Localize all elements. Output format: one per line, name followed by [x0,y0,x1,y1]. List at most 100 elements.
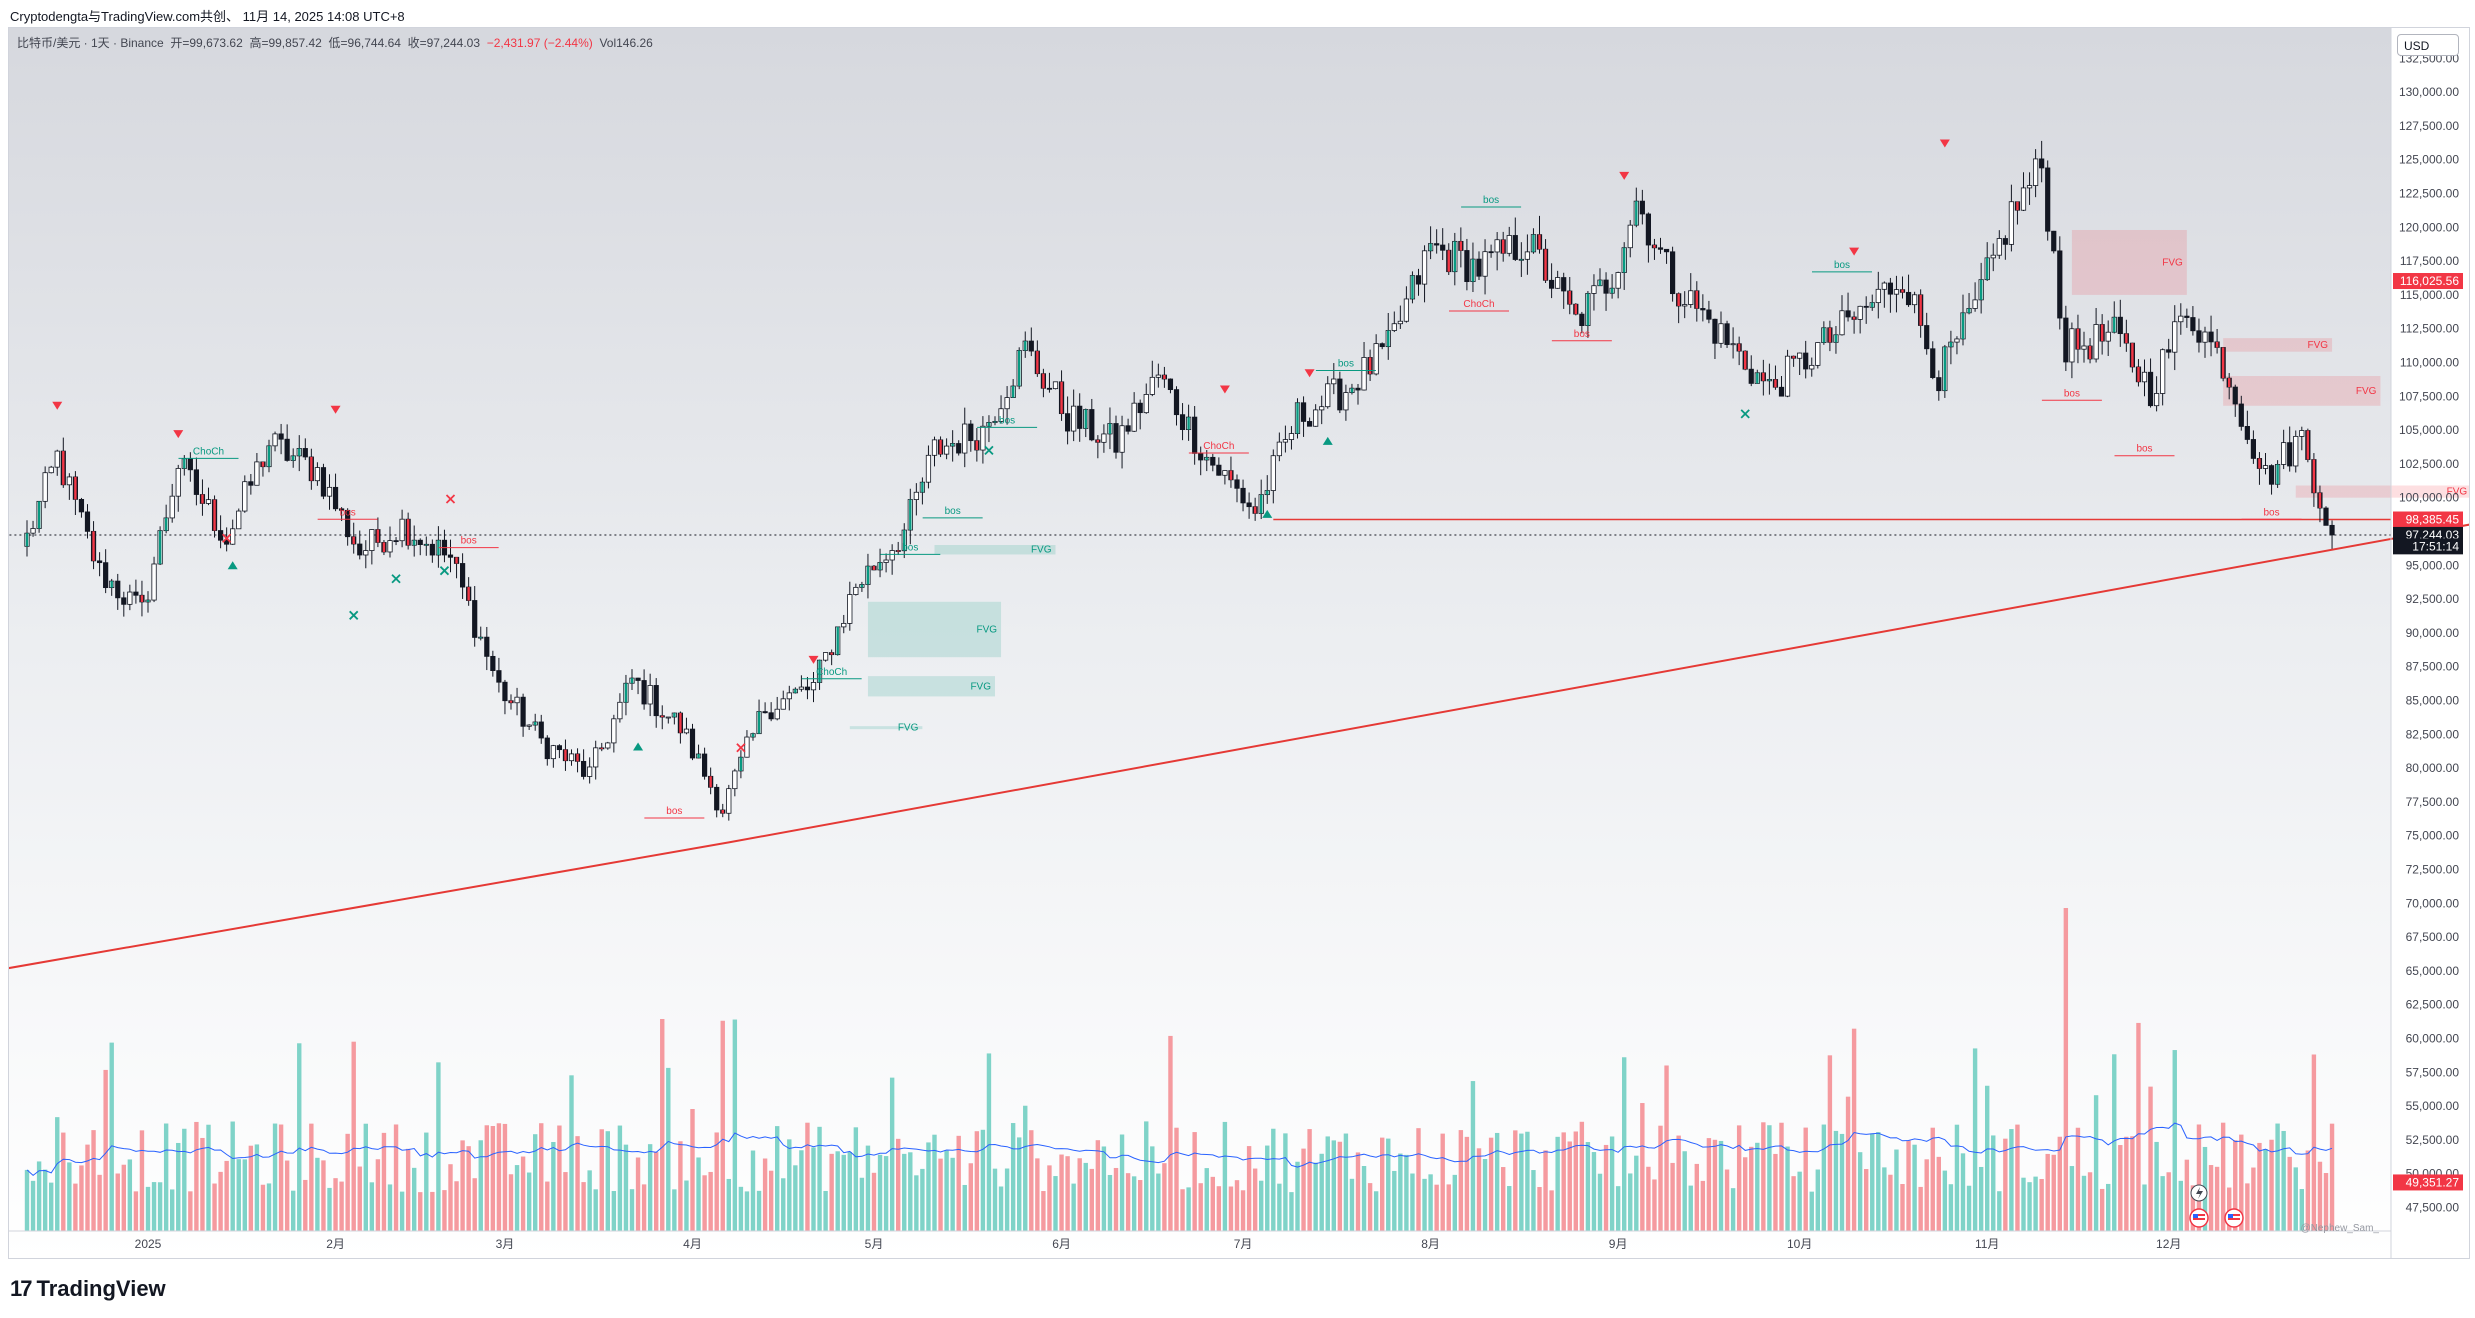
volume-bar [617,1125,623,1231]
volume-bar [1761,1122,1766,1231]
candle-body [1657,247,1664,250]
candle-signal-fill [903,530,906,551]
volume-bar [424,1132,429,1231]
volume-bar [750,1150,756,1231]
time-tick-label: 7月 [1234,1237,1253,1251]
candle [587,757,593,784]
ascending-trendline[interactable] [9,504,2470,977]
volume-bar [859,1177,865,1231]
candle [1494,232,1500,271]
volume-bar [1259,1180,1264,1231]
volume-bar [1791,1176,1796,1231]
candle [1325,376,1331,409]
candle-body [2281,442,2287,465]
candle [1579,311,1585,334]
candle-body [1591,285,1597,294]
candle [2129,342,2135,373]
candle-body [205,499,212,504]
candle-body [1718,323,1724,344]
candle [1071,389,1077,442]
fvg-zone: FVG [867,601,1002,658]
volume-bar [2045,1153,2050,1231]
candle-signal-fill [1266,490,1269,495]
tradingview-logo-icon: 17 [10,1276,33,1301]
candle-body [1101,433,1107,443]
volume-bar [1882,1167,1887,1231]
structure-mark: bos [1315,359,1376,372]
candle-body [1355,387,1361,391]
candle-body [1004,397,1010,410]
candle [1313,404,1319,427]
volume-bar [1035,1158,1040,1231]
candle [689,723,696,761]
volume-bar [1845,1096,1851,1231]
candle-signal-fill [1961,312,1965,339]
candle [1343,384,1349,421]
candle [671,712,677,725]
volume-bar [1585,1142,1591,1231]
time-axis[interactable]: 2025 2月 3月 4月 5月 6月 7月 8月 9月 10月 11月 12月 [135,1237,2182,1251]
legend-symbol[interactable]: 比特币/美元 · 1天 · Binance [17,36,164,50]
candle-body [175,468,181,497]
volume-bar [1749,1146,1754,1231]
candle-signal-fill [1502,239,1505,254]
candle-body [1028,340,1034,352]
volume-bar [1609,1136,1615,1231]
sell-signal-icon [173,430,184,439]
us-flag-icon-2[interactable] [2224,1208,2244,1228]
candle [1434,229,1440,254]
candle-body [1113,423,1119,453]
candle [502,679,508,715]
candle [1881,281,1887,308]
time-tick-label: 4月 [683,1237,702,1251]
us-flag-icon[interactable] [2189,1208,2209,1228]
buy-signal-icon [1262,509,1273,518]
volume-bar [1107,1174,1113,1231]
candle-signal-fill [1387,330,1390,347]
candle-body [2051,230,2057,252]
fvg-box [2223,376,2381,406]
candle [1367,349,1373,381]
candle [2002,235,2008,260]
volume-bar [1343,1133,1349,1231]
volume-bar [1452,1174,1457,1231]
currency-selector[interactable]: USD [2397,34,2459,56]
candle-body [1089,409,1095,441]
candle [1730,327,1736,359]
candle [2311,453,2317,507]
price-tick-label: 65,000.00 [2406,964,2460,978]
candle [296,435,302,472]
replay-icon[interactable] [2190,1184,2208,1202]
candle-body [1288,433,1295,440]
volume-bar [1936,1156,1941,1231]
volume-bar [805,1122,810,1231]
price-axis[interactable]: 132,500.00130,000.00127,500.00125,000.00… [2399,51,2459,1214]
tradingview-brand[interactable]: 17 TradingView [10,1276,166,1302]
candle [1815,342,1821,369]
candle-body [115,580,121,599]
candle-body [581,760,587,777]
fvg-label: FVG [970,681,991,692]
candle [1046,372,1053,393]
candle [30,520,36,537]
volume-bar [1446,1184,1451,1231]
candle-signal-fill [1677,293,1680,307]
volume-bar [55,1117,60,1231]
candle [405,512,411,550]
candle [1978,262,1984,314]
candle [381,539,387,556]
candle [1095,435,1101,459]
candle [375,517,381,548]
volume-bar [526,1172,532,1231]
candle-body [2002,238,2008,245]
candle [1700,294,1706,322]
candle [2250,430,2256,464]
candle [1778,376,1785,397]
volume-bar [1888,1174,1893,1231]
candle [786,685,792,711]
candle-signal-fill [1296,402,1299,434]
candle [1609,274,1615,299]
volume-bar [1071,1183,1076,1231]
chart-pane[interactable]: FVG FVG FVG FVG FVG FVG FVG FVG ChoCh bos bos bos C… [8,27,2470,1259]
